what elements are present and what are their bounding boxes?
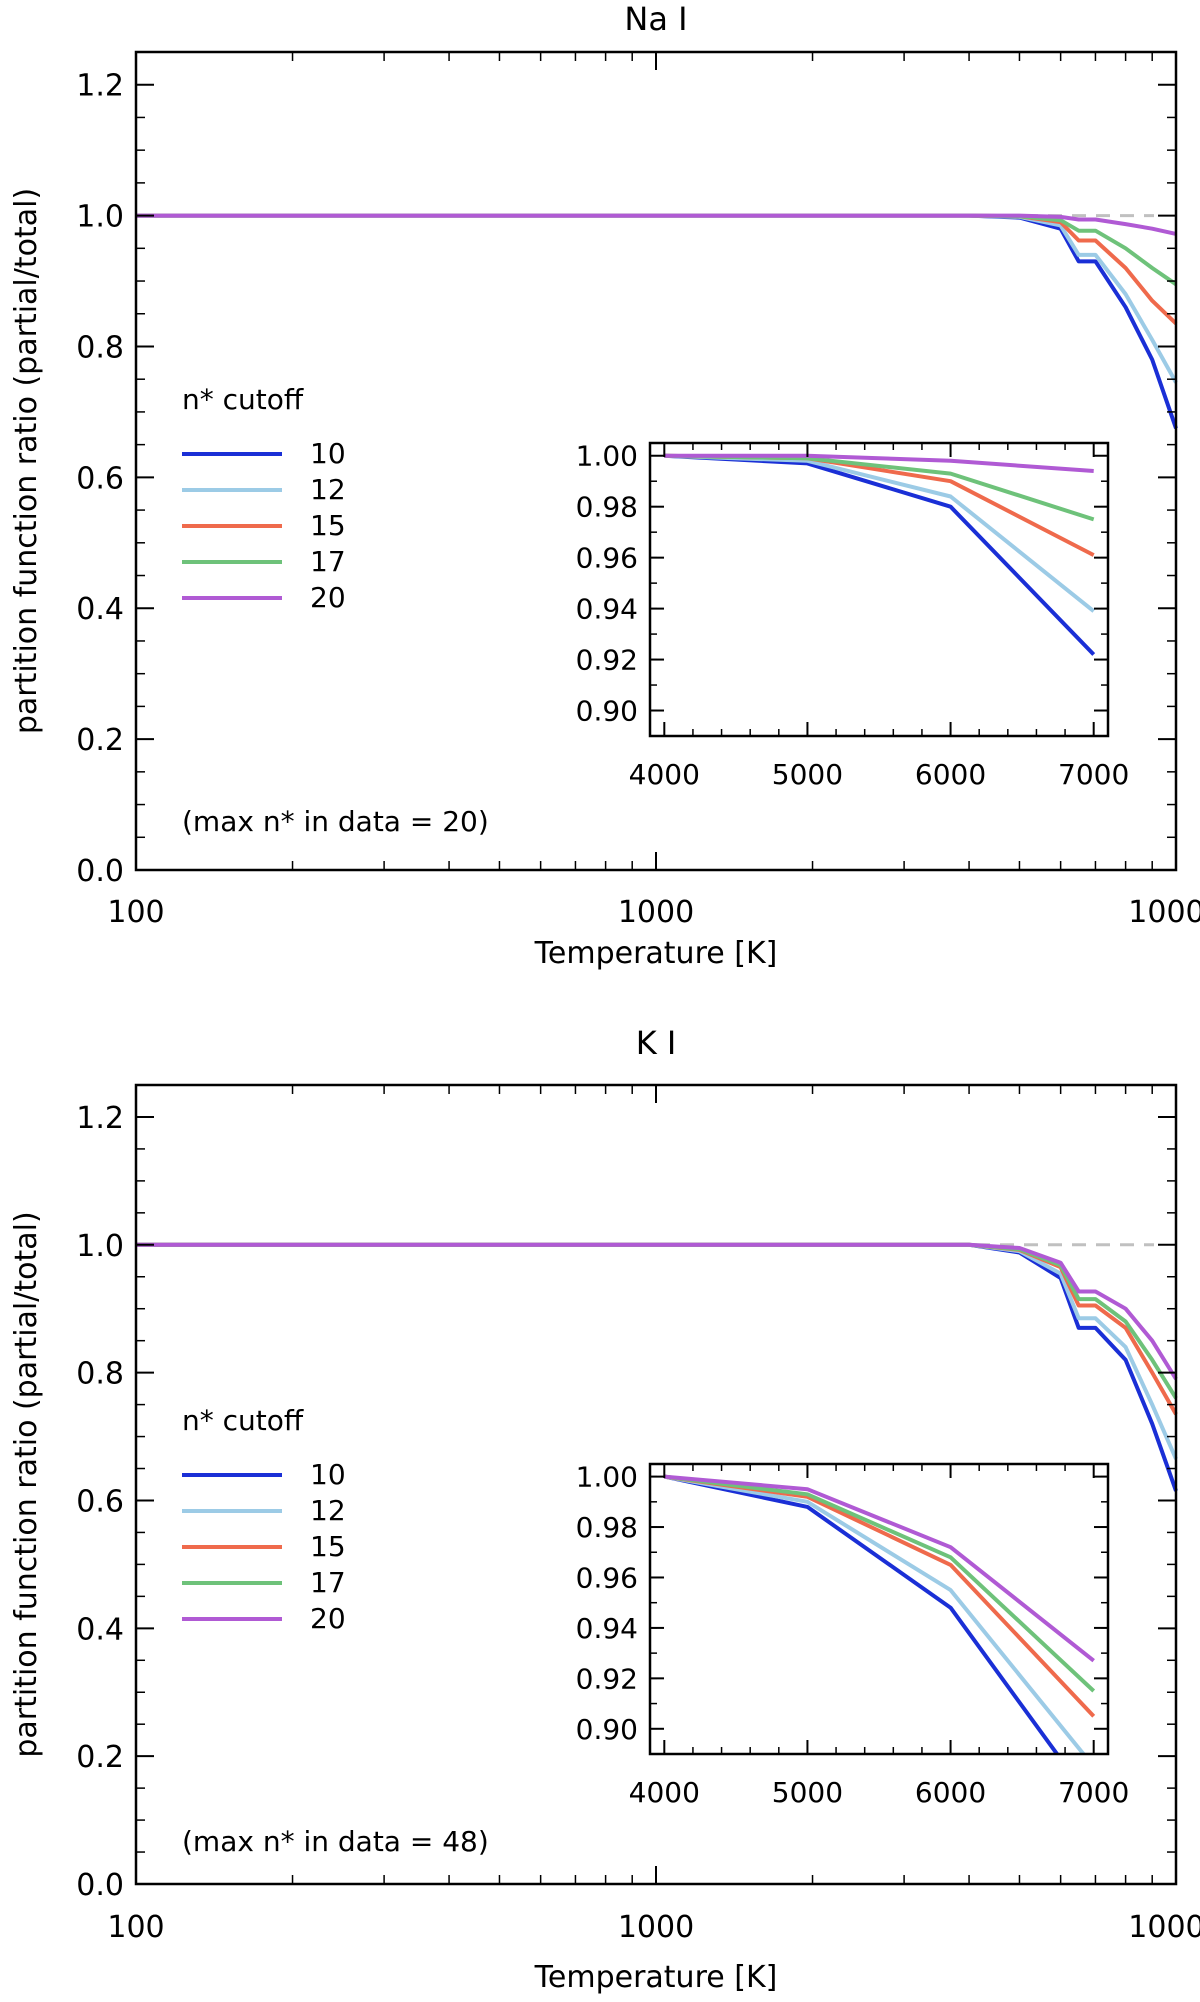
series-line-17: [136, 1242, 1178, 1400]
y-tick-label: 1.2: [76, 69, 124, 104]
inset-frame: [648, 441, 1110, 738]
legend-label-15: 15: [310, 509, 346, 542]
legend-label-20: 20: [310, 1602, 346, 1635]
series-line-20: [136, 1242, 1178, 1381]
inset-chart: 0.90 0.92 0.94 0.96 0.98 1.00 4000 5000 6000 7000: [576, 440, 1130, 791]
x-tick-label: 10000: [1128, 1910, 1200, 1945]
y-tick-label: 0.2: [76, 1740, 124, 1775]
y-axis-label: partition function ratio (partial/total): [9, 188, 44, 734]
inset-x-tick-label: 6000: [915, 758, 986, 791]
panel-na-i: Na I 0.0 0.2 0.4 0.6 0.8 1.0 1.2 100 1000 10000 Tem…: [9, 0, 1200, 971]
inset-x-tick-label: 6000: [915, 1776, 986, 1809]
inset-y-tick-label: 0.96: [576, 1561, 638, 1594]
y-tick-label: 0.0: [76, 1868, 124, 1903]
inset-x-tick-label: 5000: [772, 758, 843, 791]
inset-y-tick-label: 1.00: [576, 1461, 638, 1494]
legend-label-15: 15: [310, 1530, 346, 1563]
inset-series-line-12: [663, 1474, 1087, 1754]
inset-background: [650, 1464, 1108, 1754]
inset-y-tick-label: 0.90: [576, 1713, 638, 1746]
legend-title: n* cutoff: [182, 1404, 304, 1437]
inset-chart: 0.90 0.92 0.94 0.96 0.98 1.00 4000 5000 6000 7000: [576, 1461, 1130, 1809]
legend-label-20: 20: [310, 581, 346, 614]
inset-series-group: [663, 1474, 1096, 1754]
inset-y-tick-label: 0.92: [576, 644, 638, 677]
series-line-10: [136, 1242, 1178, 1492]
y-tick-label: 0.2: [76, 723, 124, 758]
x-tick-label: 100: [107, 895, 164, 930]
x-axis-label: Temperature [K]: [534, 936, 778, 971]
y-tick-label: 0.4: [76, 592, 124, 627]
y-tick-label: 1.2: [76, 1101, 124, 1136]
y-axis-label: partition function ratio (partial/total): [9, 1211, 44, 1757]
x-tick-label: 100: [107, 1910, 164, 1945]
legend-title: n* cutoff: [182, 383, 304, 416]
y-tick-label: 0.4: [76, 1612, 124, 1647]
y-tick-label: 0.0: [76, 854, 124, 889]
legend-label-17: 17: [310, 545, 346, 578]
inset-x-tick-label: 4000: [629, 758, 700, 791]
chart-title: Na I: [624, 0, 687, 38]
inset-series-line-20: [664, 453, 1094, 473]
inset-series-line-10: [663, 1474, 1060, 1754]
series-line-17: [136, 213, 1178, 286]
series-line-20: [136, 213, 1177, 236]
y-tick-label: 0.8: [76, 1357, 124, 1392]
inset-y-tick-label: 0.94: [576, 1612, 638, 1645]
y-tick-label: 1.0: [76, 200, 124, 235]
inset-series-line-17: [664, 1474, 1096, 1693]
legend-label-12: 12: [310, 473, 346, 506]
inset-y-tick-label: 0.94: [576, 593, 638, 626]
legend-label-10: 10: [310, 1458, 346, 1491]
x-tick-label: 10000: [1128, 895, 1200, 930]
inset-y-tick-label: 0.98: [576, 1511, 638, 1544]
inset-x-tick-label: 5000: [772, 1776, 843, 1809]
y-tick-label: 1.0: [76, 1229, 124, 1264]
inset-y-tick-label: 0.90: [576, 695, 638, 728]
y-tick-label: 0.6: [76, 1484, 124, 1519]
legend-label-17: 17: [310, 1566, 346, 1599]
chart-title: K I: [636, 1024, 677, 1062]
inset-y-tick-label: 0.98: [576, 491, 638, 524]
x-tick-label: 1000: [618, 895, 694, 930]
legend-label-12: 12: [310, 1494, 346, 1527]
panel-k-i: K I 0.0 0.2 0.4 0.6 0.8 1.0 1.2 100 1000 10000 Temp…: [9, 1024, 1200, 1995]
inset-x-tick-label: 7000: [1058, 758, 1129, 791]
annotation-note: (max n* in data = 20): [182, 805, 489, 838]
y-tick-label: 0.8: [76, 330, 124, 365]
inset-series-line-20: [664, 1474, 1095, 1663]
series-line-12: [136, 213, 1178, 384]
x-axis-label: Temperature [K]: [534, 1960, 778, 1995]
inset-y-tick-label: 0.96: [576, 542, 638, 575]
x-tick-label: 1000: [618, 1910, 694, 1945]
series-line-15: [136, 1242, 1178, 1416]
inset-x-tick-label: 7000: [1058, 1776, 1129, 1809]
series-line-15: [136, 213, 1178, 326]
y-tick-label: 0.6: [76, 461, 124, 496]
legend-label-10: 10: [310, 437, 346, 470]
inset-frame: [648, 1462, 1110, 1756]
inset-series-group: [664, 453, 1096, 656]
inset-x-tick-label: 4000: [629, 1776, 700, 1809]
annotation-note: (max n* in data = 48): [182, 1825, 489, 1858]
inset-y-tick-label: 0.92: [576, 1662, 638, 1695]
inset-y-tick-label: 1.00: [576, 440, 638, 473]
